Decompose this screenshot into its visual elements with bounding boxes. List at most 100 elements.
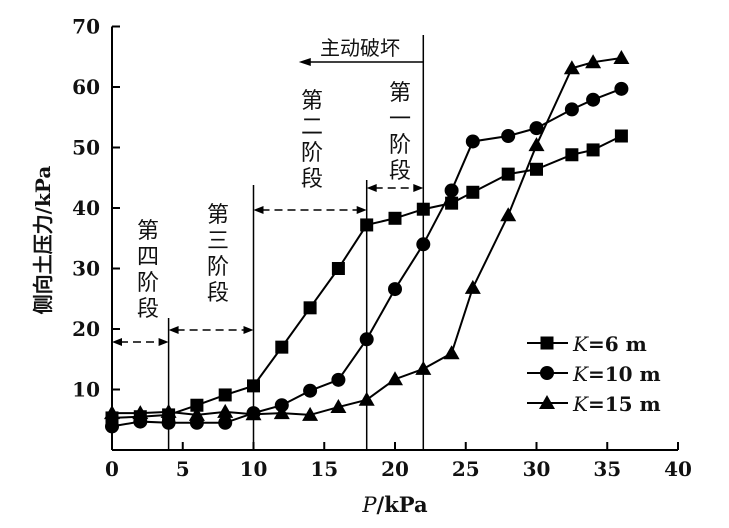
data-point-triangle — [132, 405, 149, 420]
data-point-triangle — [415, 360, 432, 375]
data-point-square — [466, 185, 480, 199]
active-failure-label: 主动破坏 — [320, 36, 400, 60]
data-point-square — [331, 262, 345, 275]
series-circle — [105, 81, 629, 434]
data-point-square — [303, 301, 317, 315]
x-tick-label: 30 — [523, 457, 551, 481]
data-point-triangle — [188, 406, 205, 421]
y-tick-label: 10 — [72, 378, 100, 402]
y-tick-label: 50 — [72, 136, 100, 160]
series-triangle — [104, 49, 630, 421]
data-point-square — [501, 167, 515, 181]
data-point-square — [360, 218, 374, 232]
stage3-label-char: 阶 — [207, 255, 229, 280]
data-point-circle — [331, 372, 346, 387]
stage2-label-char: 第 — [301, 89, 323, 114]
legend-label-var: K — [572, 332, 589, 356]
data-point-triangle — [160, 403, 177, 418]
x-tick-label: 20 — [381, 457, 409, 481]
stage4-label-char: 第 — [137, 219, 159, 244]
data-point-circle — [416, 237, 431, 252]
y-axis-label: 侧向土压力/kPa — [31, 166, 55, 315]
legend-label-var: K — [572, 362, 589, 386]
arrow-head-right — [356, 206, 367, 214]
x-tick-label: 0 — [105, 457, 119, 481]
legend-label-rest: =15 m — [588, 392, 661, 416]
stage1-label-char: 一 — [389, 107, 411, 132]
data-point-circle — [388, 282, 402, 297]
data-point-square — [190, 398, 204, 412]
stage2-label-char: 阶 — [301, 141, 323, 166]
arrow-head-right — [413, 184, 424, 192]
data-point-circle — [540, 366, 554, 380]
y-tick-label: 70 — [72, 15, 100, 39]
data-point-square — [540, 336, 554, 350]
arrow-head-left — [168, 326, 179, 334]
legend-label-rest: =6 m — [588, 332, 647, 356]
data-point-triangle — [330, 399, 347, 414]
data-point-triangle — [302, 406, 319, 421]
y-tick-label: 20 — [72, 317, 100, 341]
data-point-square — [247, 379, 260, 393]
data-point-circle — [161, 415, 176, 430]
x-axis-label-unit: /kPa — [377, 492, 428, 517]
arrow-head-left — [298, 58, 311, 66]
data-point-triangle — [443, 345, 460, 360]
arrow-head-right — [243, 326, 254, 334]
data-point-triangle — [563, 60, 580, 75]
data-point-triangle — [613, 49, 630, 64]
legend-label: K=6 m — [572, 332, 647, 356]
data-point-square — [586, 143, 600, 157]
stage1-label-char: 段 — [389, 159, 411, 184]
data-point-square — [388, 211, 402, 225]
legend-label-rest: =10 m — [588, 362, 661, 386]
data-point-square — [530, 162, 543, 176]
data-point-square — [218, 388, 232, 402]
data-point-circle — [465, 134, 480, 149]
stage3-label-char: 段 — [207, 281, 229, 306]
y-tick-label: 40 — [72, 196, 100, 220]
data-point-square — [614, 129, 628, 143]
data-point-circle — [105, 419, 119, 434]
arrow-head-right — [158, 338, 169, 346]
legend: K=6 mK=10 mK=15 m — [527, 332, 661, 416]
stage3-label-char: 三 — [207, 229, 229, 254]
stage2-label-char: 段 — [301, 167, 323, 192]
data-point-triangle — [387, 371, 403, 386]
arrow-head-left — [253, 206, 264, 214]
data-point-triangle — [358, 391, 375, 406]
data-point-circle — [564, 102, 579, 117]
axes: 0 5 10 15 20 25 30 35 40 10 20 30 40 50 60 70 — [72, 15, 692, 482]
data-point-triangle — [273, 405, 290, 420]
x-axis-label: P/kPa — [361, 492, 428, 517]
data-point-triangle — [245, 406, 262, 421]
data-point-triangle — [104, 405, 120, 420]
stage2-label-char: 二 — [301, 115, 323, 140]
data-point-square — [445, 196, 459, 210]
data-point-circle — [501, 129, 516, 144]
data-point-triangle — [585, 54, 602, 69]
data-point-square — [565, 148, 579, 162]
stage4-label-char: 阶 — [137, 271, 159, 296]
data-point-triangle — [464, 279, 481, 294]
legend-label-var: K — [572, 392, 589, 416]
data-point-circle — [218, 415, 233, 430]
stage1-label-char: 阶 — [389, 133, 411, 158]
x-axis-label-var: P — [361, 493, 377, 517]
x-tick-label: 35 — [593, 457, 621, 481]
series-group — [104, 49, 630, 434]
legend-label: K=15 m — [572, 392, 661, 416]
stage3-label-char: 第 — [207, 203, 229, 228]
legend-label: K=10 m — [572, 362, 661, 386]
arrow-head-left — [112, 338, 122, 346]
y-tick-label: 60 — [72, 75, 100, 99]
data-point-triangle — [528, 137, 545, 152]
x-tick-label: 10 — [240, 457, 268, 481]
data-point-circle — [444, 183, 459, 198]
x-tick-label: 5 — [176, 457, 190, 481]
x-tick-label: 40 — [664, 457, 692, 481]
data-point-triangle — [217, 403, 234, 418]
data-point-square — [416, 202, 430, 216]
